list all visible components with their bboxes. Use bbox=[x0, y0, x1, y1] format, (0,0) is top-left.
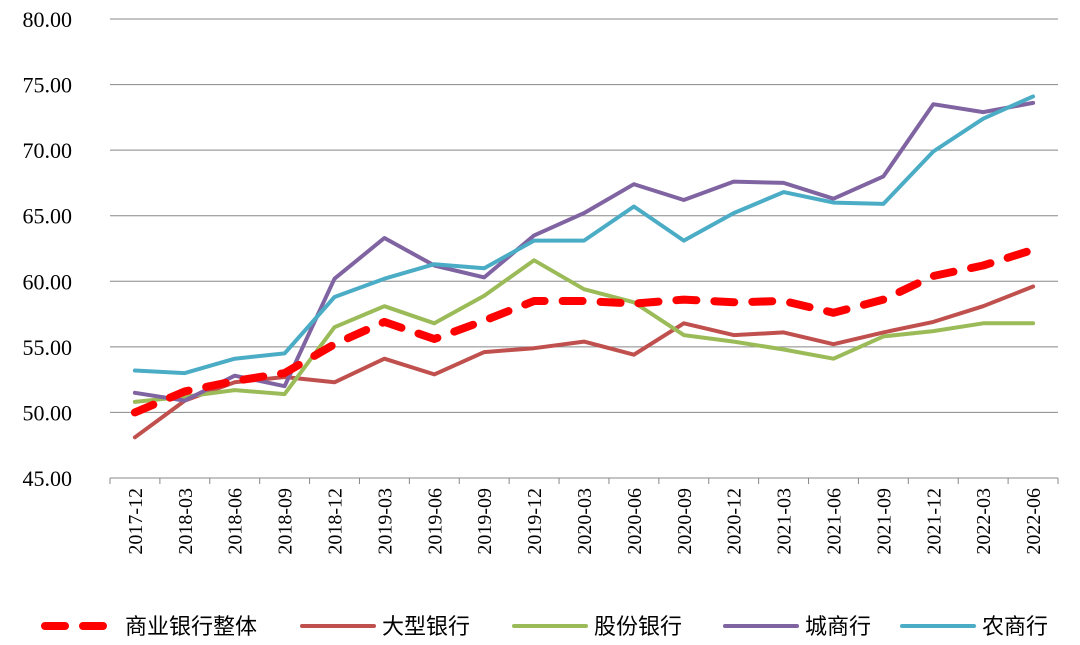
x-tick-label: 2018-12 bbox=[325, 488, 347, 555]
y-tick-label: 50.00 bbox=[23, 400, 73, 425]
x-tick-label: 2019-06 bbox=[424, 488, 446, 555]
x-tick-label: 2021-12 bbox=[923, 488, 945, 555]
series-lines bbox=[130, 94, 1038, 440]
x-tick-label: 2022-03 bbox=[973, 488, 995, 555]
legend-label: 农商行 bbox=[982, 615, 1048, 640]
x-tick-label: 2020-06 bbox=[624, 488, 646, 555]
y-tick-label: 55.00 bbox=[23, 335, 73, 360]
series-line-0 bbox=[130, 245, 1038, 417]
x-tick-label: 2020-09 bbox=[674, 488, 696, 555]
y-tick-label: 80.00 bbox=[23, 7, 73, 32]
y-tick-label: 60.00 bbox=[23, 269, 73, 294]
x-tick-label: 2020-03 bbox=[574, 488, 596, 555]
x-tick-label: 2018-06 bbox=[225, 488, 247, 555]
gridlines bbox=[110, 18, 1058, 479]
series-line-1 bbox=[132, 284, 1036, 440]
x-tick-label: 2019-12 bbox=[524, 488, 546, 555]
legend-label: 大型银行 bbox=[382, 615, 470, 640]
x-tick-label: 2019-03 bbox=[374, 488, 396, 555]
legend: 商业银行整体 大型银行 股份银行 城商行 农商行 bbox=[41, 615, 1048, 640]
x-tick-label: 2018-09 bbox=[275, 488, 297, 555]
x-tick-label: 2021-06 bbox=[823, 488, 845, 555]
y-tick-label: 65.00 bbox=[23, 204, 73, 229]
x-tick-label: 2021-03 bbox=[774, 488, 796, 555]
series-line-3 bbox=[132, 100, 1036, 403]
legend-label: 城商行 bbox=[805, 615, 871, 640]
series-line-2 bbox=[132, 258, 1036, 404]
series-line-4 bbox=[132, 94, 1036, 376]
axes: 45.00 50.00 55.00 60.00 65.00 70.00 75.00 80.00… bbox=[23, 7, 1059, 555]
x-tick-label: 2019-09 bbox=[474, 488, 496, 555]
x-tick-label: 2022-06 bbox=[1023, 488, 1045, 555]
legend-label: 股份银行 bbox=[594, 615, 682, 640]
x-tick-label: 2017-12 bbox=[125, 488, 147, 555]
x-tick-label: 2021-09 bbox=[873, 488, 895, 555]
x-tick-label: 2020-12 bbox=[724, 488, 746, 555]
y-tick-label: 45.00 bbox=[23, 466, 73, 491]
y-tick-label: 70.00 bbox=[23, 138, 73, 163]
legend-label: 商业银行整体 bbox=[125, 615, 257, 640]
y-tick-label: 75.00 bbox=[23, 73, 73, 98]
x-tick-label: 2018-03 bbox=[175, 488, 197, 555]
